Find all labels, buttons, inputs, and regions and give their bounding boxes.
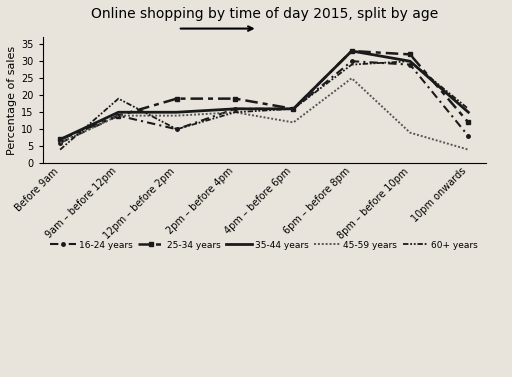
45-59 years [57,141,63,145]
35-44 years [57,137,63,142]
Legend: 16-24 years, 25-34 years, 35-44 years, 45-59 years, 60+ years: 16-24 years, 25-34 years, 35-44 years, 4… [47,237,482,253]
60+ years [232,110,238,115]
16-24 years [232,107,238,111]
45-59 years [465,147,472,152]
45-59 years [115,113,121,118]
Line: 25-34 years: 25-34 years [58,49,470,141]
60+ years [407,59,413,63]
16-24 years [465,134,472,138]
35-44 years [174,110,180,115]
60+ years [290,107,296,111]
60+ years [349,62,355,67]
Y-axis label: Percentage of sales: Percentage of sales [7,46,17,155]
25-34 years [174,97,180,101]
Title: Online shopping by time of day 2015, split by age: Online shopping by time of day 2015, spl… [91,7,438,21]
16-24 years [174,127,180,132]
45-59 years [290,120,296,125]
25-34 years [115,113,121,118]
16-24 years [349,59,355,63]
25-34 years [290,107,296,111]
35-44 years [115,110,121,115]
60+ years [57,147,63,152]
35-44 years [232,107,238,111]
16-24 years [115,113,121,118]
60+ years [465,107,472,111]
35-44 years [407,59,413,63]
45-59 years [174,113,180,118]
25-34 years [57,137,63,142]
25-34 years [349,49,355,53]
35-44 years [349,49,355,53]
Line: 60+ years: 60+ years [60,61,468,150]
60+ years [115,97,121,101]
45-59 years [232,110,238,115]
45-59 years [349,76,355,80]
Line: 35-44 years: 35-44 years [60,51,468,139]
25-34 years [465,120,472,125]
25-34 years [407,52,413,57]
60+ years [174,127,180,132]
35-44 years [290,107,296,111]
16-24 years [407,62,413,67]
16-24 years [290,107,296,111]
35-44 years [465,110,472,115]
Line: 16-24 years: 16-24 years [58,60,470,145]
45-59 years [407,130,413,135]
25-34 years [232,97,238,101]
16-24 years [57,141,63,145]
Line: 45-59 years: 45-59 years [60,78,468,150]
